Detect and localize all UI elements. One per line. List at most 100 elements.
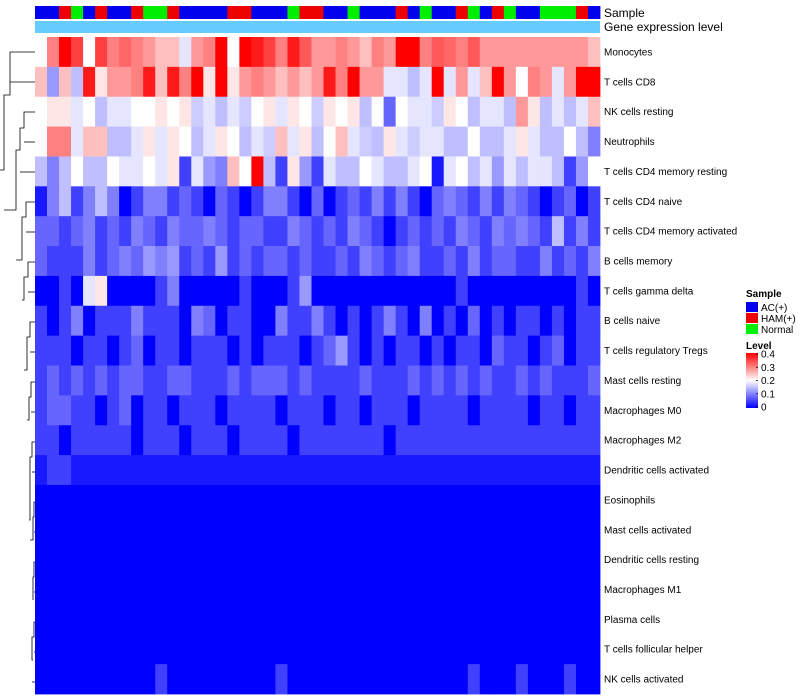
heatmap-cell — [323, 156, 336, 187]
heatmap-cell — [71, 305, 84, 337]
heatmap-cell — [527, 156, 541, 187]
heatmap-cell — [95, 216, 108, 247]
heatmap-cell — [335, 246, 348, 277]
heatmap-cell — [539, 664, 553, 695]
heatmap-cell — [455, 216, 469, 247]
heatmap-cell — [35, 544, 48, 575]
heatmap-cell — [179, 246, 192, 277]
heatmap-cell — [527, 216, 541, 247]
heatmap-cell — [131, 514, 144, 546]
heatmap-cell — [587, 544, 601, 575]
heatmap-cell — [479, 66, 493, 98]
heatmap-cell — [167, 96, 180, 127]
heatmap-cell — [179, 425, 192, 456]
heatmap-cell — [167, 634, 180, 665]
heatmap-cell — [71, 425, 84, 456]
heatmap-cell — [575, 395, 589, 426]
heatmap-cell — [167, 335, 180, 366]
heatmap-cell — [479, 335, 493, 366]
heatmap-cell — [155, 186, 168, 217]
heatmap-cell — [443, 275, 457, 307]
heatmap-cell — [371, 246, 385, 277]
heatmap-cell — [539, 275, 553, 307]
heatmap-cell — [311, 604, 324, 635]
heatmap-cell — [455, 574, 469, 605]
heatmap-cell — [467, 335, 481, 366]
heatmap-cell — [491, 246, 505, 277]
heatmap-cell — [47, 484, 60, 516]
heatmap-cell — [71, 455, 84, 486]
row-label: B cells memory — [604, 256, 672, 267]
row-label: Macrophages M0 — [604, 406, 682, 417]
heatmap-cell — [299, 156, 312, 187]
heatmap-cell — [503, 275, 517, 307]
heatmap-cell — [563, 425, 577, 456]
heatmap-cell — [419, 425, 433, 456]
heatmap-cell — [239, 634, 252, 665]
heatmap-cell — [467, 664, 481, 695]
heatmap-cell — [143, 514, 156, 546]
heatmap-cell — [419, 37, 433, 68]
heatmap-cell — [419, 126, 433, 157]
heatmap-cell — [347, 574, 360, 605]
heatmap-cell — [551, 604, 565, 635]
heatmap-cell — [359, 634, 372, 665]
heatmap-cell — [263, 604, 276, 635]
heatmap-cell — [419, 395, 433, 426]
heatmap-cell — [287, 425, 300, 456]
heatmap-cell — [587, 66, 601, 98]
heatmap-cell — [35, 574, 48, 605]
heatmap-cell — [95, 305, 108, 337]
sample-bar-cell — [383, 6, 397, 19]
heatmap-cell — [227, 66, 240, 98]
heatmap-cell — [155, 634, 168, 665]
heatmap-cell — [71, 156, 84, 187]
sample-bar-cell — [299, 6, 312, 19]
heatmap-cell — [395, 305, 409, 337]
heatmap-cell — [347, 335, 360, 366]
heatmap-cell — [47, 574, 60, 605]
heatmap-cell — [191, 574, 204, 605]
heatmap-cell — [95, 425, 108, 456]
heatmap-cell — [95, 544, 108, 575]
heatmap-cell — [311, 664, 324, 695]
heatmap-cell — [371, 216, 385, 247]
heatmap-cell — [491, 604, 505, 635]
heatmap-cell — [563, 275, 577, 307]
heatmap-cell — [527, 246, 541, 277]
heatmap-cell — [203, 395, 216, 426]
heatmap-cell — [191, 395, 204, 426]
heatmap-cell — [443, 425, 457, 456]
heatmap-cell — [95, 604, 108, 635]
heatmap-cell — [335, 275, 348, 307]
heatmap-cell — [383, 604, 397, 635]
heatmap-cell — [167, 186, 180, 217]
heatmap-cell — [335, 305, 348, 337]
heatmap-cell — [143, 455, 156, 486]
heatmap-cell — [503, 126, 517, 157]
heatmap-cell — [431, 455, 445, 486]
heatmap-cell — [359, 37, 372, 68]
sample-bar-cell — [59, 6, 72, 19]
heatmap-cell — [443, 664, 457, 695]
heatmap-cell — [131, 455, 144, 486]
row-dendrogram — [0, 51, 35, 683]
heatmap-cell — [47, 604, 60, 635]
heatmap-cell — [71, 216, 84, 247]
heatmap-cell — [383, 246, 397, 277]
heatmap-cell — [167, 66, 180, 98]
heatmap-cell — [479, 634, 493, 665]
heatmap-cell — [47, 634, 60, 665]
heatmap-cell — [575, 664, 589, 695]
heatmap-cell — [539, 484, 553, 516]
heatmap-cell — [395, 484, 409, 516]
heatmap-cell — [203, 37, 216, 68]
heatmap-cell — [407, 634, 421, 665]
heatmap-cell — [563, 186, 577, 217]
heatmap-cell — [419, 246, 433, 277]
heatmap-cell — [527, 96, 541, 127]
heatmap-cell — [527, 574, 541, 605]
heatmap-cell — [323, 395, 336, 426]
heatmap-cell — [131, 216, 144, 247]
heatmap-cell — [227, 126, 240, 157]
